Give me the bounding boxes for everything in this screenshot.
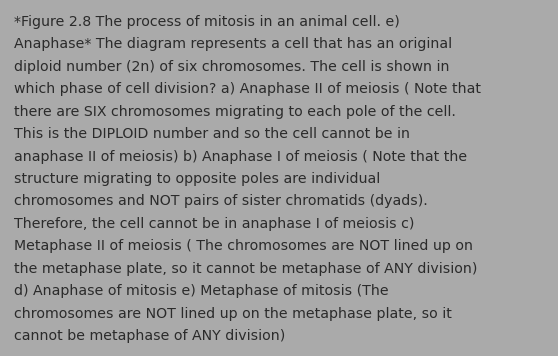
Text: structure migrating to opposite poles are individual: structure migrating to opposite poles ar… [14,172,380,186]
Text: Metaphase II of meiosis ( The chromosomes are NOT lined up on: Metaphase II of meiosis ( The chromosome… [14,239,473,253]
Text: chromosomes and NOT pairs of sister chromatids (dyads).: chromosomes and NOT pairs of sister chro… [14,194,427,208]
Text: Anaphase* The diagram represents a cell that has an original: Anaphase* The diagram represents a cell … [14,37,452,51]
Text: anaphase II of meiosis) b) Anaphase I of meiosis ( Note that the: anaphase II of meiosis) b) Anaphase I of… [14,150,467,163]
Text: the metaphase plate, so it cannot be metaphase of ANY division): the metaphase plate, so it cannot be met… [14,262,477,276]
Text: diploid number (2n) of six chromosomes. The cell is shown in: diploid number (2n) of six chromosomes. … [14,60,449,74]
Text: there are SIX chromosomes migrating to each pole of the cell.: there are SIX chromosomes migrating to e… [14,105,456,119]
Text: which phase of cell division? a) Anaphase II of meiosis ( Note that: which phase of cell division? a) Anaphas… [14,82,481,96]
Text: This is the DIPLOID number and so the cell cannot be in: This is the DIPLOID number and so the ce… [14,127,410,141]
Text: chromosomes are NOT lined up on the metaphase plate, so it: chromosomes are NOT lined up on the meta… [14,307,452,320]
Text: cannot be metaphase of ANY division): cannot be metaphase of ANY division) [14,329,285,343]
Text: d) Anaphase of mitosis e) Metaphase of mitosis (The: d) Anaphase of mitosis e) Metaphase of m… [14,284,388,298]
Text: Therefore, the cell cannot be in anaphase I of meiosis c): Therefore, the cell cannot be in anaphas… [14,217,415,231]
Text: *Figure 2.8 The process of mitosis in an animal cell. e): *Figure 2.8 The process of mitosis in an… [14,15,400,29]
